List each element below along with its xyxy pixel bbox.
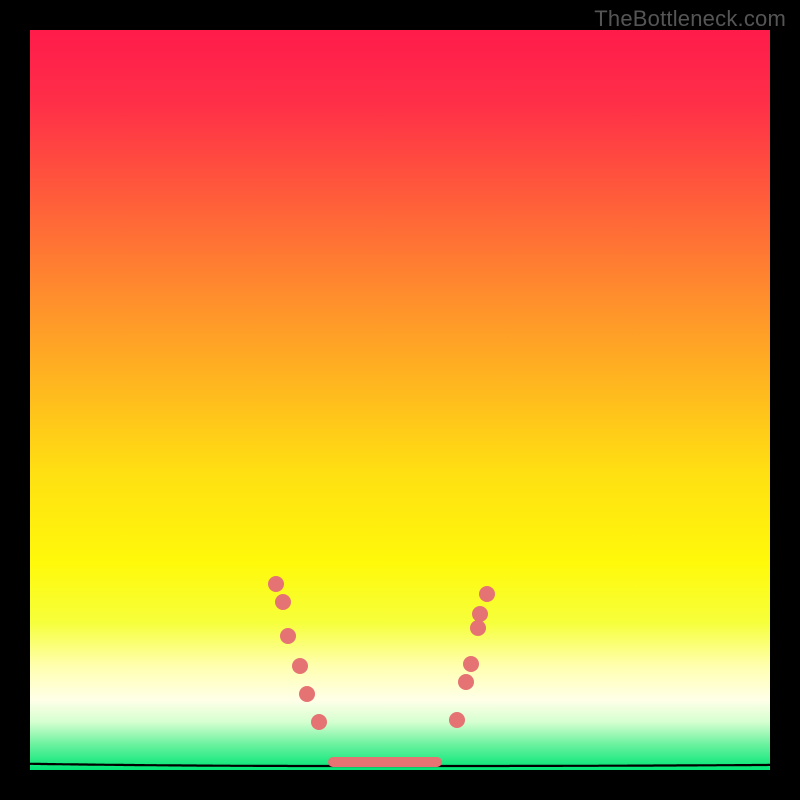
curve-dot — [280, 628, 296, 644]
plot-background — [30, 30, 770, 770]
curve-dot — [472, 606, 488, 622]
curve-dot — [299, 686, 315, 702]
curve-dot — [479, 586, 495, 602]
curve-dot — [292, 658, 308, 674]
chart-stage: TheBottleneck.com — [0, 0, 800, 800]
curve-dot — [458, 674, 474, 690]
curve-dot — [463, 656, 479, 672]
attribution-text: TheBottleneck.com — [594, 6, 786, 32]
curve-dot — [311, 714, 327, 730]
chart-svg — [0, 0, 800, 800]
curve-dot — [275, 594, 291, 610]
curve-dot — [268, 576, 284, 592]
curve-dot — [449, 712, 465, 728]
curve-dot — [470, 620, 486, 636]
